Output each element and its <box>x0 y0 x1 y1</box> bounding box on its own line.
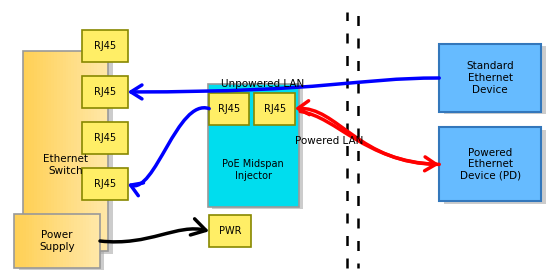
Bar <box>34 51 37 251</box>
Bar <box>45 51 49 251</box>
Bar <box>444 46 546 114</box>
Bar <box>37 51 40 251</box>
FancyArrowPatch shape <box>300 111 436 171</box>
Bar <box>212 87 303 209</box>
Bar <box>91 51 94 251</box>
Bar <box>51 51 54 251</box>
Bar <box>209 93 249 125</box>
Bar <box>74 51 77 251</box>
Bar <box>20 214 23 268</box>
Bar <box>63 214 66 268</box>
Text: Unpowered LAN: Unpowered LAN <box>221 79 304 89</box>
Bar <box>77 51 80 251</box>
Bar <box>28 51 32 251</box>
Bar <box>17 214 20 268</box>
Bar <box>49 214 51 268</box>
Bar <box>23 51 25 251</box>
Bar <box>65 51 69 251</box>
Bar <box>102 51 106 251</box>
Bar <box>14 214 100 268</box>
Bar <box>91 214 94 268</box>
Bar <box>25 51 28 251</box>
Bar <box>32 51 34 251</box>
Bar <box>94 51 97 251</box>
Text: PoE Midspan
Injector: PoE Midspan Injector <box>222 159 284 181</box>
Bar <box>32 214 34 268</box>
Bar <box>106 51 108 251</box>
Bar <box>88 51 91 251</box>
Bar <box>43 214 46 268</box>
Bar <box>19 216 105 270</box>
Bar <box>97 214 100 268</box>
Bar <box>82 51 86 251</box>
FancyArrowPatch shape <box>131 108 209 196</box>
FancyArrowPatch shape <box>100 219 206 242</box>
Bar <box>71 214 74 268</box>
Text: RJ45: RJ45 <box>94 87 116 97</box>
Bar <box>46 214 49 268</box>
Bar <box>57 214 60 268</box>
Bar <box>57 51 60 251</box>
Bar <box>69 214 71 268</box>
Bar <box>94 214 97 268</box>
Bar <box>209 215 251 247</box>
Bar <box>40 51 43 251</box>
Bar <box>37 214 40 268</box>
Text: RJ45: RJ45 <box>218 104 241 114</box>
Bar <box>82 122 128 154</box>
Bar <box>100 51 102 251</box>
Bar <box>82 30 128 62</box>
Bar <box>23 214 26 268</box>
Bar <box>51 214 54 268</box>
Bar <box>60 51 62 251</box>
Bar <box>40 214 43 268</box>
Text: RJ45: RJ45 <box>94 133 116 143</box>
Bar <box>34 214 37 268</box>
Bar <box>54 214 57 268</box>
Bar <box>80 214 83 268</box>
Bar <box>444 130 546 204</box>
Bar <box>207 84 299 207</box>
Text: Standard
Ethernet
Device: Standard Ethernet Device <box>466 61 514 95</box>
Bar <box>82 168 128 200</box>
Bar <box>71 51 74 251</box>
Text: PWR: PWR <box>218 226 241 236</box>
Text: Power
Supply: Power Supply <box>39 230 75 252</box>
Text: Ethernet
Switch: Ethernet Switch <box>43 154 88 176</box>
Text: RJ45: RJ45 <box>94 179 116 189</box>
Text: Powered LAN: Powered LAN <box>295 136 363 146</box>
Bar <box>43 51 45 251</box>
Bar <box>86 51 88 251</box>
Bar <box>62 51 65 251</box>
Bar <box>66 214 69 268</box>
Bar <box>254 93 295 125</box>
Bar <box>83 214 86 268</box>
Bar <box>60 214 63 268</box>
Bar <box>74 214 77 268</box>
Bar <box>23 51 108 251</box>
Bar <box>49 51 51 251</box>
Bar <box>27 53 113 254</box>
Bar <box>54 51 57 251</box>
Bar <box>82 76 128 108</box>
Bar <box>88 214 91 268</box>
Bar <box>439 127 541 201</box>
Bar <box>77 214 80 268</box>
FancyArrowPatch shape <box>131 78 439 99</box>
Text: Powered
Ethernet
Device (PD): Powered Ethernet Device (PD) <box>460 148 521 181</box>
Bar <box>97 51 100 251</box>
FancyArrowPatch shape <box>298 101 439 164</box>
Bar <box>29 214 32 268</box>
Bar <box>69 51 71 251</box>
Text: RJ45: RJ45 <box>94 41 116 51</box>
Bar <box>439 44 541 112</box>
Bar <box>14 214 17 268</box>
Bar <box>26 214 29 268</box>
Bar <box>86 214 88 268</box>
Text: RJ45: RJ45 <box>264 104 286 114</box>
Bar <box>80 51 82 251</box>
